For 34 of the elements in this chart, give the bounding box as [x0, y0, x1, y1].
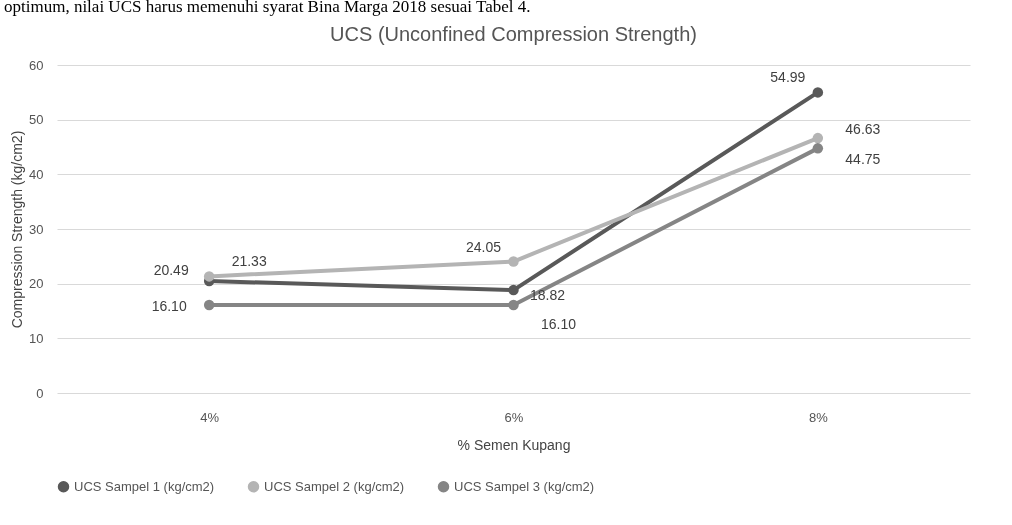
- data-label: 54.99: [770, 69, 806, 86]
- data-label: 20.49: [153, 261, 189, 278]
- y-tick-label: 50: [29, 112, 44, 128]
- point: [812, 132, 824, 144]
- point: [203, 271, 215, 282]
- data-label: 21.33: [231, 253, 267, 270]
- point: [812, 87, 824, 98]
- legend-label: UCS Sampel 1 (kg/cm2): [74, 478, 215, 494]
- y-tick-label: 40: [29, 166, 44, 182]
- y-tick-label: 0: [36, 385, 44, 401]
- data-label: 16.10: [151, 297, 187, 314]
- data-label: 18.82: [529, 287, 566, 304]
- y-tick-label: 10: [29, 330, 44, 346]
- y-tick-label: 60: [29, 57, 44, 73]
- chart-title: UCS (Unconfined Compression Strength): [330, 23, 697, 45]
- x-axis-title: % Semen Kupang: [457, 436, 571, 453]
- x-tick-label: 8%: [808, 409, 829, 425]
- y-axis-title: Compression Strength (kg/cm2): [9, 130, 26, 329]
- legend-label: UCS Sampel 2 (kg/cm2): [264, 478, 405, 494]
- data-label: 16.10: [540, 315, 577, 332]
- y-tick-label: 20: [29, 276, 44, 292]
- data-label: 46.63: [845, 121, 881, 138]
- data-label: 44.75: [845, 151, 881, 168]
- point: [508, 299, 519, 311]
- point: [508, 284, 519, 296]
- data-label: 24.05: [465, 238, 502, 255]
- point: [508, 256, 519, 267]
- point: [203, 299, 215, 311]
- legend-label: UCS Sampel 3 (kg/cm2): [454, 478, 595, 494]
- x-tick-label: 6%: [504, 409, 524, 425]
- y-tick-label: 30: [29, 221, 44, 237]
- point: [812, 143, 824, 154]
- x-tick-label: 4%: [200, 409, 220, 425]
- text: optimum, nilai UCS harus memenuhi syarat Bina Marga 2018 sesuai Tabel 4.: [3, 0, 532, 18]
